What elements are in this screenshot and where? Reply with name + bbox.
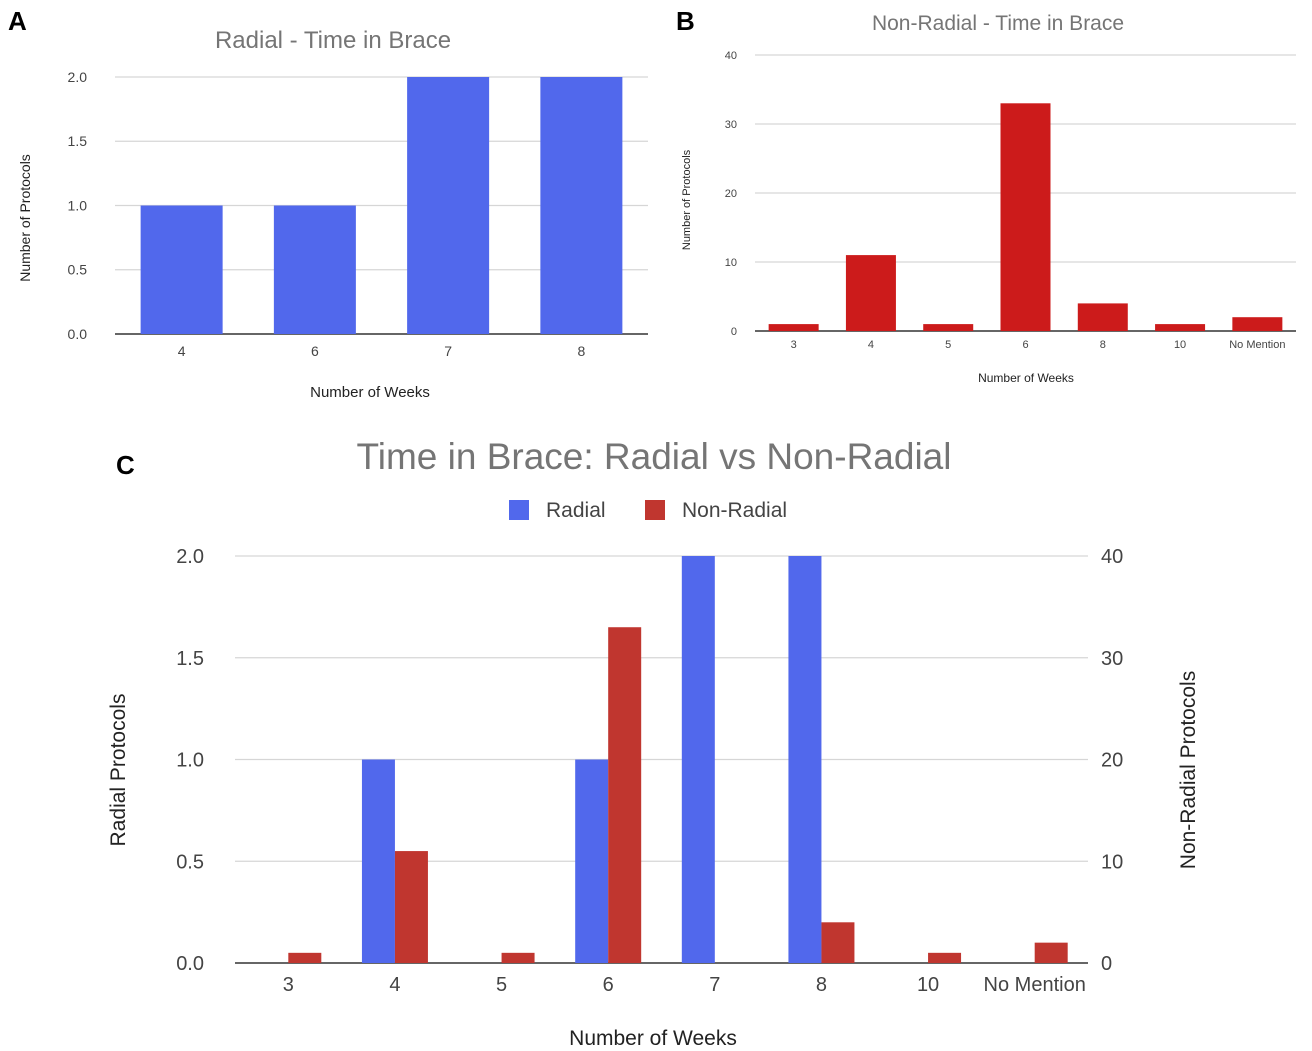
x-tick-label-b: No Mention: [1229, 339, 1285, 351]
bar-a-7: [407, 77, 490, 334]
x-tick-label-c: 5: [496, 974, 507, 996]
legend-swatch-non-radial: [645, 500, 665, 520]
bar-a-6: [273, 205, 356, 334]
x-tick-label-a: 7: [444, 343, 452, 359]
y-tick-label-a: 2.0: [68, 69, 88, 85]
chart-b-x-axis-label: Number of Weeks: [978, 371, 1074, 385]
x-tick-label-c: 3: [283, 974, 294, 996]
x-tick-label-c: 4: [389, 974, 400, 996]
x-tick-label-a: 8: [577, 343, 585, 359]
panel-letter-c: C: [116, 450, 135, 480]
bar-c-non-radial-8: [821, 922, 855, 963]
y-tick-label-left-c: 0.0: [176, 953, 204, 975]
y-tick-label-right-c: 40: [1101, 546, 1123, 568]
bar-b-no-mention: [1232, 317, 1283, 331]
y-tick-label-right-c: 10: [1101, 851, 1123, 873]
x-tick-label-b: 3: [791, 339, 797, 351]
bar-c-non-radial-4: [394, 851, 428, 963]
x-tick-label-b: 8: [1100, 339, 1106, 351]
panel-b: B Non-Radial - Time in Brace 0 10 20 30 40 3…: [676, 6, 1296, 385]
panel-letter-a: A: [8, 6, 27, 36]
x-tick-label-c: 7: [709, 974, 720, 996]
y-tick-label-a: 0.5: [68, 262, 88, 278]
x-tick-label-a: 4: [178, 343, 186, 359]
x-tick-label-b: 4: [868, 339, 874, 351]
bar-b-4: [845, 255, 896, 331]
bar-b-8: [1077, 303, 1128, 331]
x-tick-label-b: 6: [1022, 339, 1028, 351]
y-tick-label-b: 10: [725, 257, 737, 269]
bar-b-10: [1155, 324, 1206, 331]
y-tick-label-left-c: 2.0: [176, 546, 204, 568]
bar-c-radial-8: [788, 556, 822, 963]
y-tick-label-left-c: 0.5: [176, 851, 204, 873]
chart-a-x-axis-label: Number of Weeks: [310, 384, 430, 401]
legend-swatch-radial: [509, 500, 529, 520]
bar-c-non-radial-10: [928, 952, 962, 963]
y-tick-label-a: 1.0: [68, 197, 88, 213]
bar-a-8: [540, 77, 623, 334]
legend-label-radial: Radial: [546, 499, 606, 522]
bar-c-radial-7: [681, 556, 715, 963]
x-tick-label-a: 6: [311, 343, 319, 359]
x-tick-label-b: 10: [1174, 339, 1186, 351]
x-tick-label-c: 6: [603, 974, 614, 996]
chart-c-right-y-axis-label: Non-Radial Protocols: [1177, 671, 1200, 869]
y-tick-label-left-c: 1.0: [176, 750, 204, 772]
x-tick-label-c: No Mention: [984, 974, 1086, 996]
y-tick-label-a: 0.0: [68, 326, 88, 342]
y-tick-label-right-c: 0: [1101, 953, 1112, 975]
chart-a-y-axis-label: Number of Protocols: [17, 154, 33, 282]
y-tick-label-b: 20: [725, 188, 737, 200]
chart-b-y-axis-label: Number of Protocols: [681, 149, 693, 250]
bar-b-5: [923, 324, 974, 331]
panel-a: A Radial - Time in Brace 0.0 0.5 1.0 1.5 2.0…: [8, 6, 648, 401]
y-tick-label-b: 30: [725, 119, 737, 131]
bar-c-non-radial-6: [608, 627, 642, 963]
chart-c-title: Time in Brace: Radial vs Non-Radial: [357, 436, 952, 477]
y-tick-label-left-c: 1.5: [176, 648, 204, 670]
x-tick-label-c: 8: [816, 974, 827, 996]
panel-c: C Time in Brace: Radial vs Non-Radial Ra…: [107, 436, 1200, 1050]
y-tick-label-b: 0: [731, 326, 737, 338]
bar-b-3: [768, 324, 819, 331]
chart-b-title: Non-Radial - Time in Brace: [872, 12, 1124, 35]
chart-c-legend: Radial Non-Radial: [509, 499, 787, 522]
bar-c-non-radial-5: [501, 952, 535, 963]
bar-c-radial-4: [361, 759, 395, 963]
y-tick-label-right-c: 20: [1101, 750, 1123, 772]
chart-c-left-y-axis-label: Radial Protocols: [107, 694, 130, 847]
y-tick-label-a: 1.5: [68, 133, 88, 149]
bar-a-4: [140, 205, 223, 334]
y-tick-label-right-c: 30: [1101, 648, 1123, 670]
bar-c-non-radial-3: [288, 952, 322, 963]
chart-c-x-axis-label: Number of Weeks: [569, 1027, 737, 1050]
x-tick-label-c: 10: [917, 974, 939, 996]
x-tick-label-b: 5: [945, 339, 951, 351]
bar-c-radial-6: [575, 759, 609, 963]
bar-c-non-radial-no-mention: [1034, 942, 1068, 963]
bar-b-6: [1000, 103, 1051, 331]
y-tick-label-b: 40: [725, 50, 737, 62]
panel-letter-b: B: [676, 6, 695, 36]
chart-a-title: Radial - Time in Brace: [215, 27, 451, 54]
legend-label-non-radial: Non-Radial: [682, 499, 787, 522]
